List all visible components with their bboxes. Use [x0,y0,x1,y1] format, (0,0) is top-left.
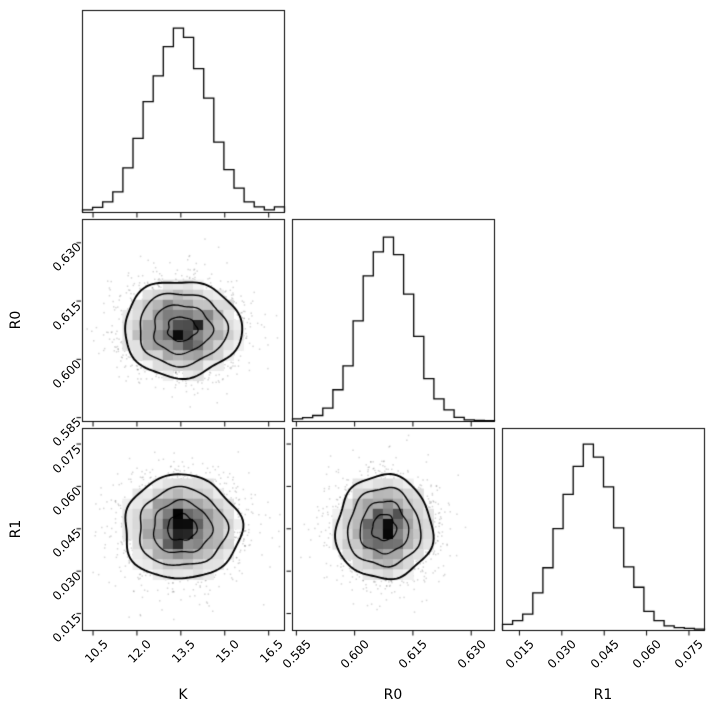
x-axis-label-r0: R0 [383,687,403,703]
x-axis-label-k: K [178,687,188,703]
x-axis-label-r1: R1 [593,687,613,703]
y-axis-label-r1: R1 [8,519,24,539]
y-axis-label-r0: R0 [8,310,24,330]
